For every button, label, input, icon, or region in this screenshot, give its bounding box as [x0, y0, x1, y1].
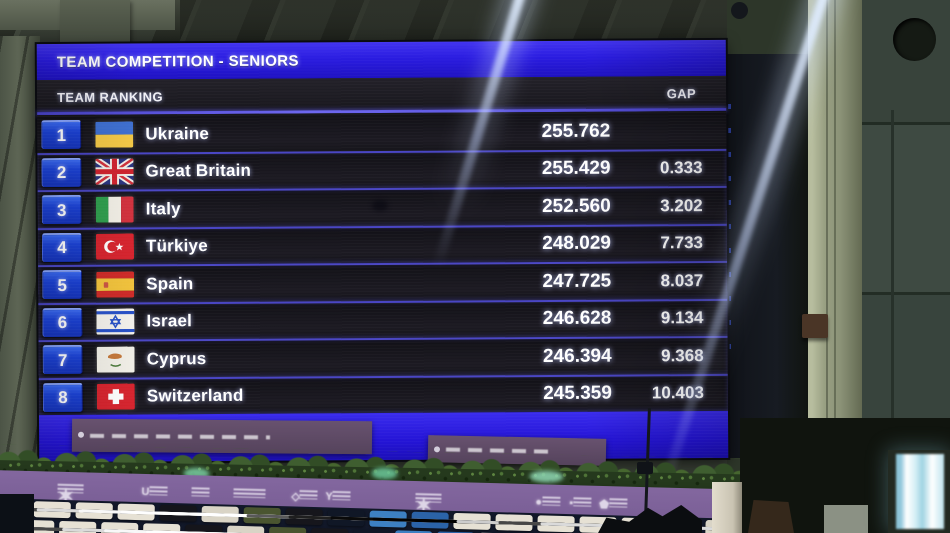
- country-flag-icon: [95, 233, 135, 260]
- shadow-corner: [0, 494, 34, 533]
- team-row: 4 Türkiye 248.029 7.733: [37, 223, 728, 266]
- team-row: 8 Switzerland 245.359 10.403: [38, 373, 728, 416]
- country-name: Israel: [146, 311, 193, 331]
- column-bracket: [802, 314, 828, 338]
- country-name: Spain: [146, 273, 194, 294]
- competition-title: TEAM COMPETITION - SENIORS: [56, 52, 299, 71]
- gap-value: 10.403: [651, 383, 704, 403]
- team-score: 245.359: [543, 382, 612, 405]
- country-name: Ukraine: [145, 123, 210, 144]
- garland-light: [371, 467, 398, 480]
- gap-value: 8.037: [660, 270, 704, 291]
- team-score: 248.029: [542, 232, 612, 255]
- team-row: 3 Italy 252.560 3.202: [37, 185, 727, 228]
- shield-mark-icon: ⬟: [599, 498, 628, 511]
- sponsor-tile: [61, 526, 514, 533]
- sponsor-tile: [103, 527, 556, 533]
- gap-value: 3.202: [660, 195, 703, 216]
- country-name: Italy: [145, 198, 181, 219]
- lens-smudge: [372, 200, 388, 211]
- scoreboard-side-shadow: [727, 54, 810, 458]
- country-name: Cyprus: [146, 348, 207, 369]
- team-score: 255.429: [541, 157, 611, 180]
- wall-seam: [891, 110, 894, 510]
- dot-mark-icon: ◇: [291, 490, 319, 503]
- gap-column-label: GAP: [666, 85, 697, 101]
- camera-head: [637, 462, 653, 474]
- rank-badge: 5: [42, 270, 83, 300]
- rank-badge: 8: [42, 382, 83, 412]
- speaker-hole: [893, 18, 936, 61]
- rank-badge: 3: [41, 195, 82, 225]
- country-flag-icon: [95, 158, 134, 186]
- team-score: 246.628: [542, 307, 612, 330]
- rank-badge: 2: [41, 157, 82, 187]
- square-mark-icon: ▪: [569, 497, 592, 509]
- team-score: 247.725: [542, 270, 612, 292]
- country-flag-icon: [96, 383, 135, 410]
- speaker-box: [748, 500, 794, 533]
- country-flag-icon: [95, 196, 134, 223]
- circle-mark-icon: ●: [535, 496, 561, 508]
- scoreboard-header: TEAM COMPETITION - SENIORS: [36, 39, 726, 81]
- rank-badge: 1: [41, 120, 82, 150]
- text-mark-icon: Y: [325, 491, 351, 503]
- speaker-hole: [731, 2, 748, 19]
- bright-side-screen: [888, 450, 950, 533]
- roof-bracket: [60, 0, 130, 46]
- wall-panel: [862, 0, 950, 122]
- ranking-label: TEAM RANKING: [57, 88, 164, 105]
- text-mark-icon: U: [141, 486, 168, 498]
- team-score: 255.762: [541, 120, 611, 142]
- country-name: Great Britain: [145, 161, 252, 181]
- team-score: 252.560: [541, 195, 611, 217]
- equipment-case: [824, 505, 868, 533]
- country-name: Türkiye: [145, 236, 208, 256]
- team-score: 246.394: [542, 345, 612, 367]
- banner-endcap: [712, 482, 742, 533]
- wall-panel: [862, 122, 950, 292]
- team-row: 2 Great Britain 255.429 0.333: [37, 148, 727, 191]
- team-row: 5 Spain 247.725 8.037: [38, 260, 728, 303]
- gap-value: 7.733: [660, 233, 704, 253]
- gap-value: 9.368: [661, 345, 704, 366]
- country-flag-icon: [96, 308, 135, 335]
- sponsor-tile: [145, 529, 598, 533]
- gap-value: 9.134: [660, 308, 704, 328]
- rank-badge: 6: [42, 307, 83, 337]
- rank-badge: 7: [42, 345, 83, 375]
- gap-value: [610, 131, 702, 132]
- ranking-table: 1 Ukraine 255.762 2 Great Britain 255.42…: [37, 110, 728, 416]
- team-row: 6 Israel 246.628 9.134: [38, 298, 728, 341]
- scoreboard-screen: TEAM COMPETITION - SENIORS TEAM RANKING …: [36, 39, 729, 463]
- gap-value: 0.333: [659, 158, 703, 178]
- team-row: 1 Ukraine 255.762: [37, 110, 727, 153]
- rank-badge: 4: [41, 232, 83, 262]
- country-flag-icon: [95, 121, 134, 148]
- team-row: 7 Cyprus 246.394 9.368: [38, 335, 728, 378]
- left-pillar: [0, 36, 40, 486]
- country-flag-icon: [96, 271, 135, 298]
- country-flag-icon: [96, 346, 135, 373]
- country-name: Switzerland: [146, 386, 244, 406]
